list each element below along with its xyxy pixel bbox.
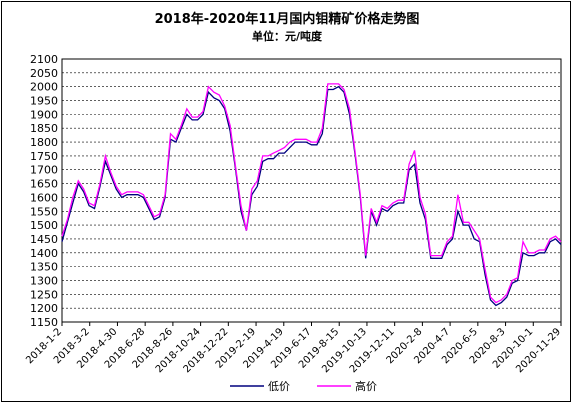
y-tick-label: 1300 <box>30 274 58 287</box>
y-tick-label: 1500 <box>30 219 58 232</box>
y-tick-label: 1600 <box>30 191 58 204</box>
y-tick-label: 1850 <box>30 122 58 135</box>
y-tick-label: 1700 <box>30 164 58 177</box>
y-tick-label: 2050 <box>30 67 58 80</box>
y-tick-label: 1400 <box>30 247 58 260</box>
grid-layer <box>62 72 561 309</box>
legend: 低价 高价 <box>230 379 377 393</box>
y-tick-label: 1650 <box>30 178 58 191</box>
chart-subtitle: 单位：元/吨度 <box>251 30 323 43</box>
y-tick-label: 1150 <box>30 316 58 329</box>
x-axis: 2018-1-22018-3-22018-4-302018-6-282018-8… <box>24 322 563 375</box>
y-tick-label: 2100 <box>30 53 58 66</box>
y-tick-label: 1900 <box>30 108 58 121</box>
series-line-high <box>61 83 562 304</box>
y-tick-label: 1550 <box>30 205 58 218</box>
y-tick-label: 1350 <box>30 261 58 274</box>
y-axis: 1150120012501300135014001450150015501600… <box>30 53 58 329</box>
legend-label: 低价 <box>268 380 290 393</box>
y-tick-label: 1250 <box>30 288 58 301</box>
legend-label: 高价 <box>355 379 377 393</box>
chart-title: 2018年-2020年11月国内钼精矿价格走势图 <box>154 12 420 27</box>
series-line-low <box>61 85 562 307</box>
series-layer <box>61 83 562 307</box>
y-tick-label: 1200 <box>30 302 58 315</box>
y-tick-label: 1450 <box>30 233 58 246</box>
y-tick-label: 1800 <box>30 136 58 149</box>
y-tick-label: 1750 <box>30 150 58 163</box>
y-tick-label: 2000 <box>30 81 58 94</box>
y-tick-label: 1950 <box>30 95 58 108</box>
